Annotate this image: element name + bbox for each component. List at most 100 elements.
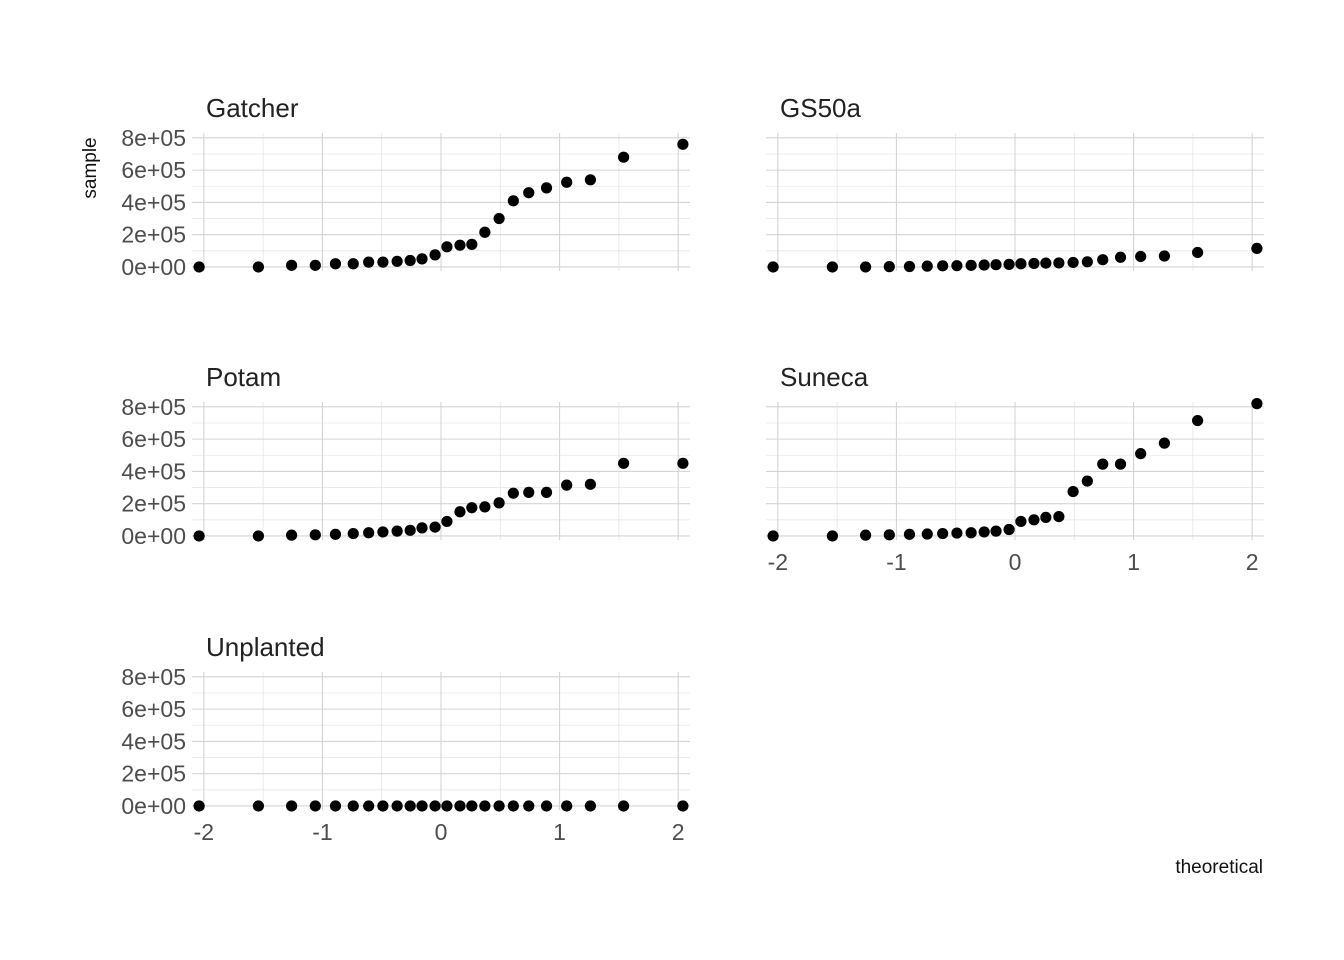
data-point — [309, 529, 321, 541]
panel-title: Suneca — [780, 362, 869, 392]
data-point — [363, 256, 375, 268]
data-point — [883, 261, 895, 273]
data-point — [677, 800, 689, 812]
data-point — [523, 486, 535, 498]
data-point — [466, 238, 478, 250]
panel-potam: Potam 0e+00 2e+05 4e+05 6e+05 8e+05 — [121, 362, 690, 549]
data-point — [1028, 514, 1040, 526]
data-point — [1251, 242, 1263, 255]
data-point — [1114, 251, 1127, 263]
y-tick-label: 4e+05 — [121, 189, 186, 215]
data-point — [1028, 257, 1040, 270]
data-point — [921, 260, 933, 272]
data-point — [416, 522, 428, 534]
data-point — [454, 239, 466, 251]
y-tick-label: 8e+05 — [121, 125, 186, 151]
x-tick-label: 2 — [672, 819, 685, 845]
x-tick-label: -2 — [194, 819, 214, 845]
data-point — [584, 800, 597, 812]
data-point — [429, 249, 441, 261]
data-point — [826, 261, 839, 273]
data-points — [193, 800, 689, 812]
data-point — [286, 259, 298, 271]
data-point — [1015, 515, 1027, 528]
data-point — [404, 254, 416, 267]
data-point — [990, 525, 1002, 537]
x-tick-label: -2 — [768, 549, 788, 575]
major-gridlines — [766, 133, 1264, 271]
data-point — [391, 255, 403, 267]
data-point — [1040, 257, 1052, 269]
data-point — [1081, 475, 1093, 487]
data-point — [391, 525, 403, 537]
data-point — [404, 524, 416, 536]
data-point — [1114, 458, 1127, 470]
x-tick-label: 1 — [1127, 549, 1140, 575]
data-point — [193, 261, 205, 273]
major-gridlines — [192, 133, 690, 271]
data-point — [454, 800, 466, 812]
data-point — [951, 527, 963, 539]
data-point — [454, 506, 466, 518]
data-point — [286, 529, 298, 541]
data-point — [479, 226, 491, 238]
data-point — [903, 260, 916, 273]
data-point — [990, 259, 1002, 271]
data-point — [1158, 250, 1170, 262]
data-point — [1067, 256, 1079, 269]
data-point — [1251, 398, 1263, 410]
x-tick-label: 2 — [1246, 549, 1259, 575]
data-point — [540, 182, 553, 194]
y-tick-label: 6e+05 — [121, 426, 186, 452]
data-point — [523, 800, 535, 812]
data-point — [978, 526, 990, 538]
y-tick-label: 0e+00 — [121, 523, 186, 549]
data-point — [540, 486, 553, 498]
x-tick-label: 0 — [1009, 549, 1022, 575]
data-point — [363, 800, 375, 812]
y-tick-label: 4e+05 — [121, 458, 186, 484]
data-point — [860, 261, 872, 273]
data-point — [937, 527, 949, 540]
x-tick-label: -1 — [886, 549, 906, 575]
data-point — [377, 800, 389, 812]
data-point — [309, 259, 321, 271]
data-point — [507, 800, 519, 812]
data-point — [618, 800, 630, 812]
data-point — [1003, 258, 1015, 270]
data-point — [677, 138, 689, 150]
data-point — [767, 530, 779, 542]
data-point — [1158, 437, 1170, 449]
x-axis-title: theoretical — [1175, 857, 1263, 878]
data-point — [561, 479, 573, 491]
data-point — [1003, 523, 1015, 536]
data-point — [584, 174, 597, 186]
data-points — [193, 457, 689, 542]
data-point — [441, 241, 453, 253]
data-point — [860, 529, 872, 541]
major-gridlines — [192, 402, 690, 540]
data-point — [441, 800, 453, 812]
data-point — [466, 502, 478, 514]
y-tick-label: 0e+00 — [121, 793, 186, 819]
data-point — [286, 800, 298, 812]
data-point — [347, 527, 359, 540]
data-point — [416, 800, 428, 812]
data-point — [523, 187, 535, 199]
data-point — [391, 800, 403, 812]
data-point — [193, 800, 205, 812]
data-point — [677, 457, 689, 469]
data-point — [767, 261, 779, 273]
x-tick-label: -1 — [312, 819, 332, 845]
data-point — [479, 800, 491, 812]
data-point — [507, 195, 519, 207]
y-tick-label: 8e+05 — [121, 394, 186, 420]
x-tick-label: 1 — [553, 819, 566, 845]
data-point — [1097, 254, 1109, 266]
data-point — [252, 530, 264, 542]
data-point — [1067, 485, 1079, 498]
data-point — [493, 497, 505, 509]
data-points — [767, 398, 1263, 542]
data-point — [329, 258, 342, 270]
y-tick-label: 8e+05 — [121, 664, 186, 690]
